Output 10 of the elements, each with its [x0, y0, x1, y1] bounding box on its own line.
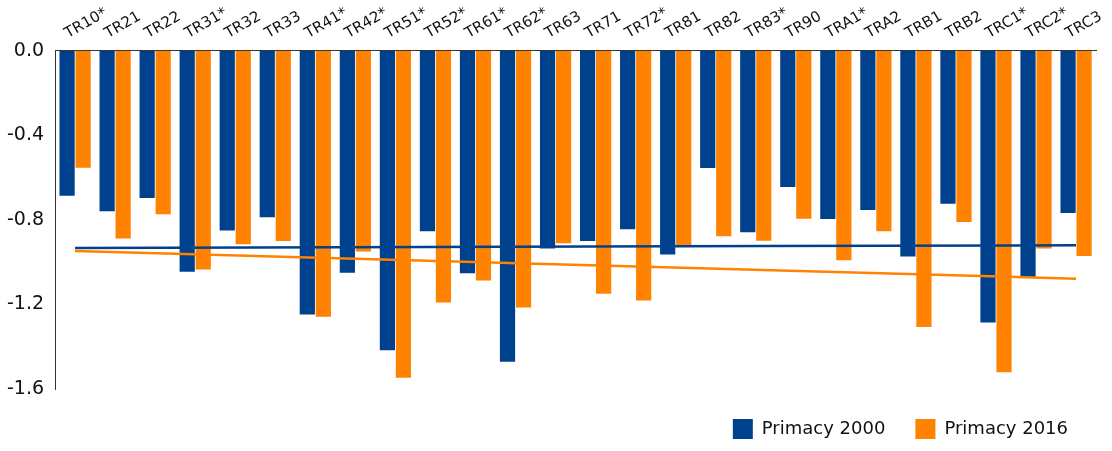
legend-label: Primacy 2016	[944, 416, 1069, 438]
x-tick-label: TRB1	[901, 6, 945, 43]
y-tick-label: 0.0	[13, 37, 45, 60]
x-tick-label: TR22	[140, 6, 184, 43]
y-tick-label: -0.4	[6, 122, 45, 145]
legend-label: Primacy 2000	[761, 416, 886, 438]
y-tick-label: -0.8	[6, 206, 45, 229]
x-tick-label: TR33	[260, 6, 304, 43]
y-tick-label: -1.2	[6, 291, 45, 314]
y-tick-label: -1.6	[6, 375, 45, 398]
